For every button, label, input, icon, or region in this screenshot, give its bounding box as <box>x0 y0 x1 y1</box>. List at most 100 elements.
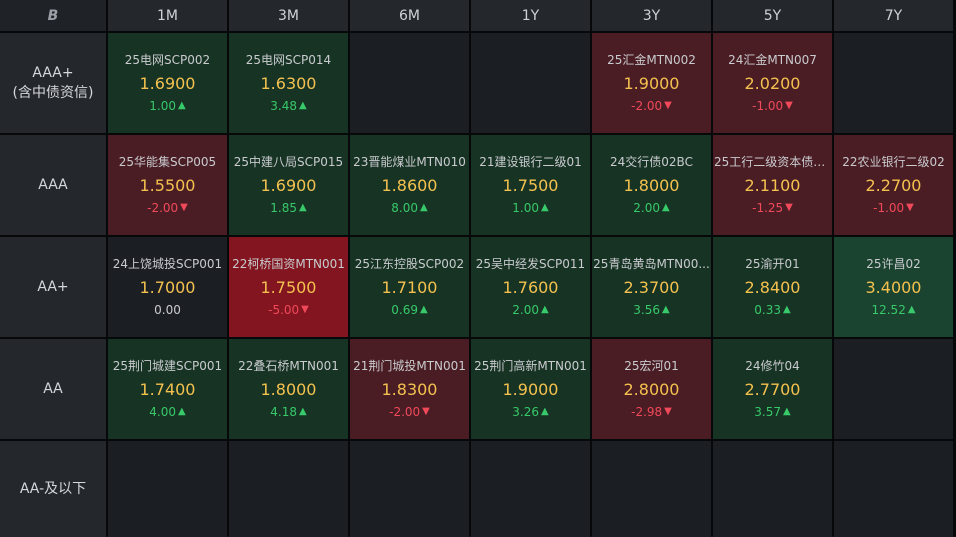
bond-cell[interactable]: 25青岛黄岛MTN00... 2.3700 3.56 ▲ <box>592 237 711 337</box>
bond-name: 25荆门城建SCP001 <box>112 359 223 373</box>
bond-cell[interactable]: 25荆门城建SCP001 1.7400 4.00 ▲ <box>108 339 227 439</box>
empty-cell <box>834 33 953 133</box>
arrow-up-icon: ▲ <box>178 406 186 417</box>
bond-change: -1.25 ▼ <box>752 200 793 216</box>
bond-cell[interactable]: 24修竹04 2.7700 3.57 ▲ <box>713 339 832 439</box>
row-label: AA <box>0 339 106 439</box>
bond-cell[interactable]: 25汇金MTN002 1.9000 -2.00 ▼ <box>592 33 711 133</box>
bond-name: 25电网SCP014 <box>245 53 332 67</box>
column-header-3m: 3M <box>229 0 348 31</box>
arrow-up-icon: ▲ <box>662 304 670 315</box>
bond-change: 1.00 ▲ <box>512 200 548 216</box>
bond-yield: 1.7600 <box>502 278 559 297</box>
logo-icon: B <box>47 7 59 24</box>
empty-cell <box>713 441 832 537</box>
bond-name: 25汇金MTN002 <box>607 53 696 67</box>
row-label-rating: AAA <box>38 177 68 193</box>
bond-change: 2.00 ▲ <box>512 302 548 318</box>
arrow-up-icon: ▲ <box>662 202 670 213</box>
arrow-down-icon: ▼ <box>422 406 430 417</box>
bond-change-value: 3.57 <box>754 405 781 419</box>
bond-cell[interactable]: 25荆门高新MTN001 1.9000 3.26 ▲ <box>471 339 590 439</box>
bond-yield: 1.8000 <box>623 176 680 195</box>
bond-change: -1.00 ▼ <box>752 98 793 114</box>
bond-change-value: -2.00 <box>147 201 179 215</box>
bond-yield: 1.9000 <box>502 380 559 399</box>
bond-cell[interactable]: 25江东控股SCP002 1.7100 0.69 ▲ <box>350 237 469 337</box>
empty-cell <box>350 441 469 537</box>
row-label: AAA <box>0 135 106 235</box>
bond-cell[interactable]: 25电网SCP014 1.6300 3.48 ▲ <box>229 33 348 133</box>
bond-cell[interactable]: 24上饶城投SCP001 1.7000 0.00 <box>108 237 227 337</box>
bond-cell[interactable]: 22柯桥国资MTN001 1.7500 -5.00 ▼ <box>229 237 348 337</box>
bond-change: 4.18 ▲ <box>270 404 306 420</box>
arrow-up-icon: ▲ <box>783 406 791 417</box>
bond-name: 25荆门高新MTN001 <box>474 359 587 373</box>
bond-change: -2.00 ▼ <box>147 200 188 216</box>
bond-name: 24汇金MTN007 <box>728 53 817 67</box>
bond-name: 23晋能煤业MTN010 <box>353 155 466 169</box>
bond-cell[interactable]: 22农业银行二级02 2.2700 -1.00 ▼ <box>834 135 953 235</box>
column-header-5y: 5Y <box>713 0 832 31</box>
bond-change: 4.00 ▲ <box>149 404 185 420</box>
bond-cell[interactable]: 21荆门城投MTN001 1.8300 -2.00 ▼ <box>350 339 469 439</box>
arrow-up-icon: ▲ <box>299 406 307 417</box>
bond-change: 8.00 ▲ <box>391 200 427 216</box>
bond-change: 1.85 ▲ <box>270 200 306 216</box>
arrow-down-icon: ▼ <box>664 406 672 417</box>
bond-change-value: 3.56 <box>633 303 660 317</box>
bond-name: 25渝开01 <box>745 257 800 271</box>
bond-change-value: 0.33 <box>754 303 781 317</box>
bond-change: 3.57 ▲ <box>754 404 790 420</box>
row-label-rating: AA <box>43 381 63 397</box>
bond-name: 25吴中经发SCP011 <box>475 257 586 271</box>
arrow-up-icon: ▲ <box>907 304 916 315</box>
row-label: AA+ <box>0 237 106 337</box>
bond-name: 24上饶城投SCP001 <box>112 257 223 271</box>
bond-cell[interactable]: 21建设银行二级01 1.7500 1.00 ▲ <box>471 135 590 235</box>
bond-cell[interactable]: 25华能集SCP005 1.5500 -2.00 ▼ <box>108 135 227 235</box>
bond-name: 25宏河01 <box>624 359 679 373</box>
bond-yield: 1.5500 <box>139 176 196 195</box>
empty-cell <box>108 441 227 537</box>
bond-cell[interactable]: 25中建八局SCP015 1.6900 1.85 ▲ <box>229 135 348 235</box>
bond-yield: 3.4000 <box>865 278 922 297</box>
bond-yield: 1.9000 <box>623 74 680 93</box>
arrow-up-icon: ▲ <box>420 202 428 213</box>
bond-change-value: 1.00 <box>149 99 176 113</box>
bond-yield: 1.8000 <box>260 380 317 399</box>
bond-cell[interactable]: 22叠石桥MTN001 1.8000 4.18 ▲ <box>229 339 348 439</box>
arrow-down-icon: ▼ <box>180 202 188 213</box>
bond-change: -2.00 ▼ <box>389 404 430 420</box>
bond-name: 25中建八局SCP015 <box>233 155 344 169</box>
bond-yield: 1.7400 <box>139 380 196 399</box>
empty-cell <box>471 441 590 537</box>
bond-yield: 1.7000 <box>139 278 196 297</box>
bond-change: 3.26 ▲ <box>512 404 548 420</box>
bond-cell[interactable]: 25电网SCP002 1.6900 1.00 ▲ <box>108 33 227 133</box>
bond-yield: 1.8300 <box>381 380 438 399</box>
bond-cell[interactable]: 25宏河01 2.8000 -2.98 ▼ <box>592 339 711 439</box>
bond-change-value: 2.00 <box>633 201 660 215</box>
bond-change: -1.00 ▼ <box>873 200 914 216</box>
bond-cell[interactable]: 25吴中经发SCP011 1.7600 2.00 ▲ <box>471 237 590 337</box>
bond-yield: 1.6900 <box>139 74 196 93</box>
bond-cell[interactable]: 25渝开01 2.8400 0.33 ▲ <box>713 237 832 337</box>
column-header-1m: 1M <box>108 0 227 31</box>
column-header-6m: 6M <box>350 0 469 31</box>
bond-change: 12.52 ▲ <box>871 302 915 318</box>
bond-change: 1.00 ▲ <box>149 98 185 114</box>
empty-cell <box>834 339 953 439</box>
bond-change-value: -5.00 <box>268 303 300 317</box>
bond-name: 22柯桥国资MTN001 <box>232 257 345 271</box>
row-label-rating: AAA+ <box>32 65 74 81</box>
bond-cell[interactable]: 24汇金MTN007 2.0200 -1.00 ▼ <box>713 33 832 133</box>
bond-change-value: 3.26 <box>512 405 539 419</box>
bond-cell[interactable]: 25工行二级资本债0... 2.1100 -1.25 ▼ <box>713 135 832 235</box>
bond-cell[interactable]: 24交行债02BC 1.8000 2.00 ▲ <box>592 135 711 235</box>
corner-logo: B <box>0 0 106 31</box>
bond-cell[interactable]: 25许昌02 3.4000 12.52 ▲ <box>834 237 953 337</box>
bond-yield: 2.3700 <box>623 278 680 297</box>
bond-change-value: 8.00 <box>391 201 418 215</box>
bond-cell[interactable]: 23晋能煤业MTN010 1.8600 8.00 ▲ <box>350 135 469 235</box>
